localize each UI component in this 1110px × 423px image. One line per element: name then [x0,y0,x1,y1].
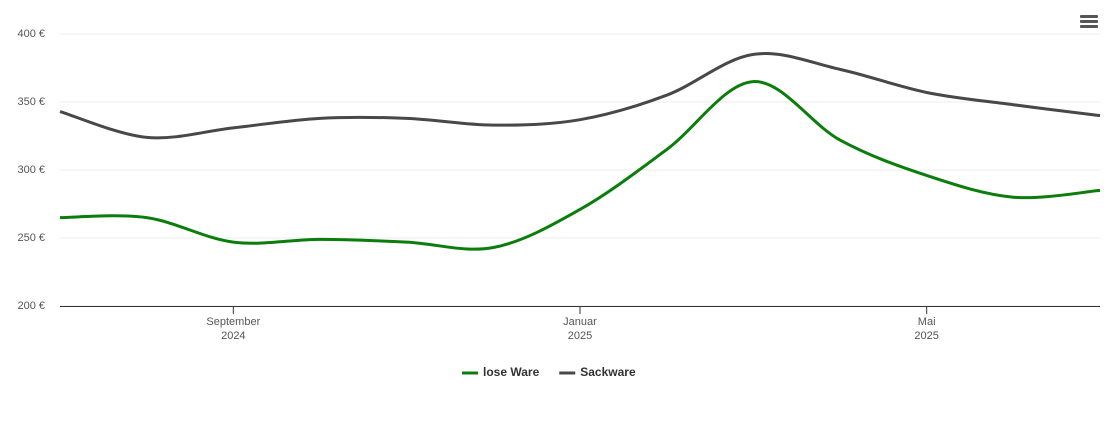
x-tick-sublabel: 2024 [221,330,245,342]
menu-icon[interactable] [1080,15,1098,28]
y-tick-label: 400 € [17,28,45,40]
y-tick-label: 250 € [17,232,45,244]
legend-label: Sackware [580,365,636,379]
x-tick-label: Mai [918,316,936,328]
series-line [59,80,1101,251]
y-tick-label: 200 € [17,300,45,312]
menu-bar [1080,20,1098,23]
x-tick-label: Januar [563,316,597,328]
legend-label: lose Ware [483,365,540,379]
x-tick-sublabel: 2025 [568,330,592,342]
x-tick-sublabel: 2025 [914,330,938,342]
x-tick-label: September [206,316,260,328]
menu-bar [1080,15,1098,18]
menu-bar [1080,25,1098,28]
y-tick-label: 350 € [17,96,45,108]
y-tick-label: 300 € [17,164,45,176]
series-line [59,52,1101,140]
